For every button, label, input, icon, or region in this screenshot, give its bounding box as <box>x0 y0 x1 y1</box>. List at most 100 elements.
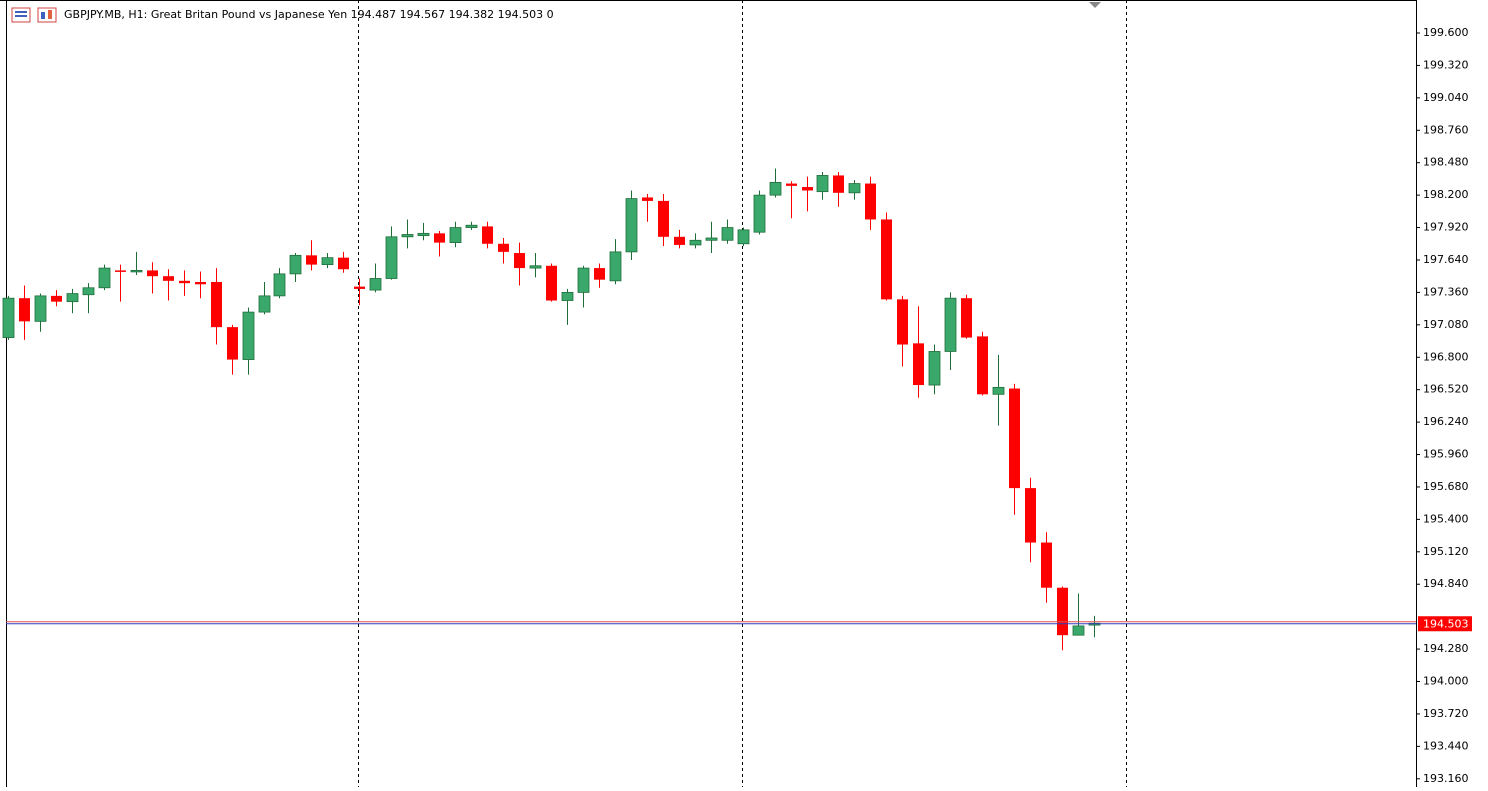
candle-body <box>195 281 206 285</box>
candle-body <box>737 229 750 245</box>
y-tick-label: 197.080 <box>1423 318 1469 331</box>
candle-body <box>977 336 988 395</box>
candle-body <box>816 175 829 193</box>
candle-body <box>529 265 542 269</box>
candle-body <box>833 175 844 193</box>
candle-body <box>338 257 349 270</box>
y-tick-label: 194.280 <box>1423 642 1469 655</box>
candle-body <box>19 298 30 322</box>
y-tick-label: 194.840 <box>1423 577 1469 590</box>
y-tick-label: 197.640 <box>1423 253 1469 266</box>
price-label-box <box>1418 616 1472 632</box>
y-tick-label: 198.200 <box>1423 188 1469 201</box>
y-tick-label: 195.680 <box>1423 480 1469 493</box>
candle-body <box>51 295 62 302</box>
candle-body <box>34 295 47 322</box>
candle-body <box>1041 542 1052 588</box>
candle-body <box>179 280 190 284</box>
candle-body <box>674 236 685 245</box>
candle-body <box>769 181 782 196</box>
candle-body <box>577 267 590 293</box>
candle-body <box>369 278 382 291</box>
candle-body <box>385 236 398 279</box>
candle-body <box>721 227 734 241</box>
y-tick-label: 197.920 <box>1423 221 1469 234</box>
y-tick-label: 193.160 <box>1423 772 1469 785</box>
candle-body <box>514 253 525 269</box>
candle-body <box>928 351 941 386</box>
chart-title: GBPJPY.MB, H1: Great Britan Pound vs Jap… <box>64 8 554 21</box>
candle-body <box>1009 388 1020 489</box>
price-label: 194.503 <box>1423 617 1469 630</box>
candle-body <box>211 281 222 328</box>
candle-body <box>449 227 462 244</box>
y-tick-label: 196.240 <box>1423 415 1469 428</box>
candle-body <box>401 234 414 238</box>
candle-body <box>786 183 797 186</box>
candle-body <box>354 286 365 289</box>
candle-body <box>130 270 143 273</box>
candle-body <box>66 293 79 303</box>
candle-body <box>642 197 653 201</box>
candle-body <box>753 194 766 233</box>
y-tick-label: 199.600 <box>1423 26 1469 39</box>
chart-icon[interactable] <box>37 7 57 23</box>
candle-body <box>897 299 908 345</box>
y-tick-label: 196.800 <box>1423 350 1469 363</box>
y-tick-label: 193.720 <box>1423 707 1469 720</box>
candle-body <box>658 200 669 237</box>
y-tick-label: 194.000 <box>1423 675 1469 688</box>
candle-body <box>163 276 174 281</box>
y-tick-label: 198.760 <box>1423 123 1469 136</box>
candle-body <box>705 237 718 241</box>
candle-body <box>1025 488 1036 543</box>
candle-body <box>625 198 638 253</box>
candle-body <box>881 219 892 300</box>
candle-body <box>561 292 574 301</box>
candle-body <box>482 226 493 244</box>
candle-body <box>273 273 286 297</box>
y-tick-label: 193.440 <box>1423 739 1469 752</box>
candle-body <box>227 327 238 360</box>
candle-body <box>1057 587 1068 636</box>
y-tick-label: 195.960 <box>1423 448 1469 461</box>
candle-body <box>865 183 876 220</box>
y-tick-label: 199.040 <box>1423 91 1469 104</box>
y-tick-label: 198.480 <box>1423 156 1469 169</box>
candle-body <box>289 254 302 275</box>
y-tick-label: 196.520 <box>1423 383 1469 396</box>
candle-body <box>609 251 622 282</box>
candle-body <box>546 265 557 301</box>
candle-body <box>98 267 111 289</box>
candle-body <box>242 311 255 360</box>
candle-body <box>848 183 861 194</box>
menu-icon[interactable] <box>11 7 31 23</box>
candle-body <box>306 255 317 265</box>
candle-body <box>321 257 334 266</box>
candle-body <box>465 224 478 228</box>
y-tick-label: 197.360 <box>1423 285 1469 298</box>
candle-body <box>498 243 509 252</box>
y-tick-label: 195.400 <box>1423 512 1469 525</box>
candle-body <box>258 295 271 313</box>
candle-body <box>802 187 813 191</box>
candle-body <box>594 268 605 280</box>
candle-body <box>1072 625 1085 636</box>
candle-body <box>434 233 445 243</box>
candle-body <box>82 287 95 296</box>
candle-body <box>115 270 126 272</box>
candle-body <box>961 298 972 338</box>
shift-marker <box>1089 2 1101 8</box>
candle-body <box>147 270 158 277</box>
candle-body <box>944 297 957 352</box>
candle-body <box>689 239 702 246</box>
candle-body <box>417 232 430 237</box>
y-tick-label: 195.120 <box>1423 545 1469 558</box>
y-tick-label: 199.320 <box>1423 58 1469 71</box>
candle-body <box>913 343 924 386</box>
candle-body <box>992 386 1005 395</box>
candle-body <box>2 297 15 338</box>
